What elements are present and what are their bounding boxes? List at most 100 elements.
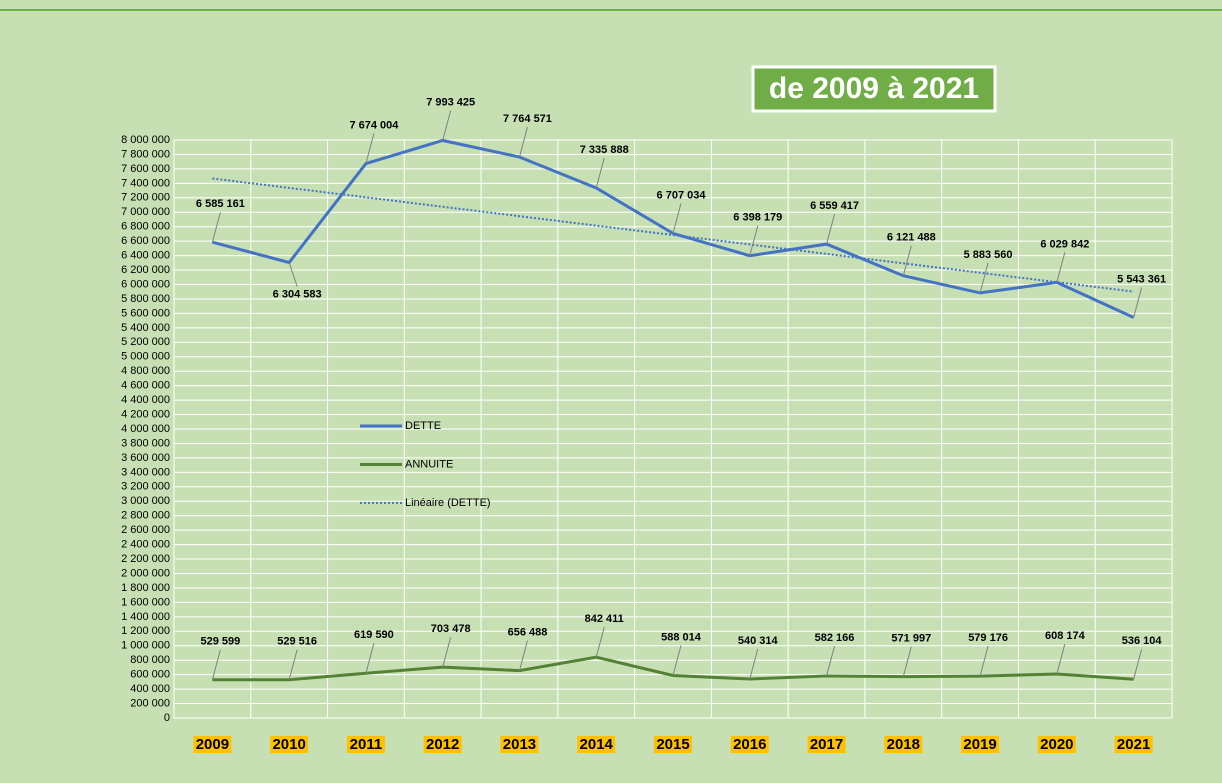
data-label: 536 104 <box>1122 635 1163 647</box>
y-tick-label: 7 000 000 <box>121 206 170 218</box>
leader-line <box>979 262 989 294</box>
data-label: 6 304 583 <box>273 288 322 300</box>
data-label: 5 543 361 <box>1117 273 1166 285</box>
data-label: 588 014 <box>661 631 702 643</box>
y-tick-label: 3 400 000 <box>121 466 170 478</box>
y-tick-label: 6 600 000 <box>121 235 170 247</box>
leader-line <box>902 245 912 276</box>
x-tick-label: 2013 <box>503 736 536 753</box>
leader-line <box>979 646 989 677</box>
y-tick-label: 600 000 <box>130 669 170 681</box>
x-tick-label: 2012 <box>426 736 459 753</box>
leader-line <box>672 645 682 676</box>
y-tick-label: 6 200 000 <box>121 264 170 276</box>
chart-title: de 2009 à 2021 <box>769 72 979 105</box>
y-tick-label: 4 800 000 <box>121 365 170 377</box>
leader-line <box>826 645 836 677</box>
data-label: 619 590 <box>354 629 394 641</box>
y-tick-label: 2 200 000 <box>121 553 170 565</box>
x-tick-label: 2020 <box>1040 736 1073 753</box>
leader-line <box>365 133 375 164</box>
x-label-highlight <box>193 736 232 753</box>
leader-line <box>211 649 221 680</box>
x-tick-label: 2018 <box>887 736 920 753</box>
y-tick-label: 0 <box>164 712 170 724</box>
leader-line <box>211 212 221 243</box>
data-label: 540 314 <box>738 635 779 647</box>
data-label: 7 993 425 <box>426 96 475 108</box>
y-tick-label: 5 200 000 <box>121 336 170 348</box>
y-tick-label: 4 200 000 <box>121 408 170 420</box>
x-label-highlight <box>500 736 539 753</box>
data-label: 6 585 161 <box>196 198 245 210</box>
data-label: 529 599 <box>201 636 241 648</box>
x-label-highlight <box>730 736 769 753</box>
y-tick-label: 2 800 000 <box>121 510 170 522</box>
leader-line <box>288 649 298 680</box>
leader-line <box>595 157 605 189</box>
y-tick-label: 6 800 000 <box>121 221 170 233</box>
leader-line <box>365 643 375 674</box>
y-tick-label: 7 400 000 <box>121 177 170 189</box>
y-tick-label: 800 000 <box>130 654 170 666</box>
y-tick-label: 6 400 000 <box>121 250 170 262</box>
y-tick-label: 4 400 000 <box>121 394 170 406</box>
y-tick-label: 1 800 000 <box>121 582 170 594</box>
x-label-highlight <box>270 736 309 753</box>
x-label-highlight <box>1037 736 1076 753</box>
data-label: 6 707 034 <box>657 189 707 201</box>
data-label: 703 478 <box>431 623 471 635</box>
leader-line <box>1133 287 1143 318</box>
y-tick-label: 3 600 000 <box>121 452 170 464</box>
x-label-highlight <box>807 736 846 753</box>
y-tick-label: 7 600 000 <box>121 163 170 175</box>
y-tick-label: 2 600 000 <box>121 524 170 536</box>
y-tick-label: 1 600 000 <box>121 596 170 608</box>
title-box <box>751 65 997 113</box>
x-tick-label: 2017 <box>810 736 843 753</box>
data-label: 582 166 <box>815 632 855 644</box>
y-tick-label: 5 600 000 <box>121 307 170 319</box>
y-tick-label: 5 800 000 <box>121 293 170 305</box>
data-label: 7 335 888 <box>580 144 629 156</box>
x-tick-label: 2009 <box>196 736 229 753</box>
data-label: 7 674 004 <box>349 119 399 131</box>
data-label: 656 488 <box>508 626 548 638</box>
y-tick-label: 8 000 000 <box>121 134 170 146</box>
data-label: 842 411 <box>585 613 624 625</box>
legend-label: ANNUITE <box>405 458 453 470</box>
y-tick-label: 200 000 <box>130 697 170 709</box>
leader-line <box>1056 643 1066 675</box>
x-tick-label: 2014 <box>580 736 614 753</box>
data-label: 571 997 <box>891 633 931 645</box>
y-tick-label: 2 400 000 <box>121 539 170 551</box>
leader-line <box>902 646 912 677</box>
y-tick-label: 400 000 <box>130 683 170 695</box>
y-tick-label: 5 000 000 <box>121 351 170 363</box>
x-tick-label: 2021 <box>1117 736 1150 753</box>
y-tick-label: 2 000 000 <box>121 567 170 579</box>
data-label: 5 883 560 <box>964 249 1013 261</box>
x-tick-label: 2011 <box>350 736 383 753</box>
x-label-highlight <box>577 736 616 753</box>
x-label-highlight <box>654 736 692 753</box>
leader-line <box>518 640 528 671</box>
leader-line <box>288 262 298 287</box>
data-label: 7 764 571 <box>503 113 552 125</box>
y-tick-label: 3 000 000 <box>121 495 170 507</box>
y-tick-label: 1 400 000 <box>121 611 170 623</box>
y-tick-label: 4 600 000 <box>121 380 170 392</box>
x-label-highlight <box>346 736 385 753</box>
x-tick-label: 2015 <box>656 736 689 753</box>
y-tick-label: 1 200 000 <box>121 625 170 637</box>
leader-line <box>749 648 759 680</box>
data-label: 579 176 <box>968 632 1008 644</box>
leader-line <box>442 110 452 141</box>
data-label: 529 516 <box>277 636 317 648</box>
leader-line <box>749 225 759 256</box>
y-tick-label: 4 000 000 <box>121 423 170 435</box>
x-tick-label: 2016 <box>733 736 766 753</box>
x-label-highlight <box>961 736 1000 753</box>
y-tick-label: 7 200 000 <box>121 192 170 204</box>
